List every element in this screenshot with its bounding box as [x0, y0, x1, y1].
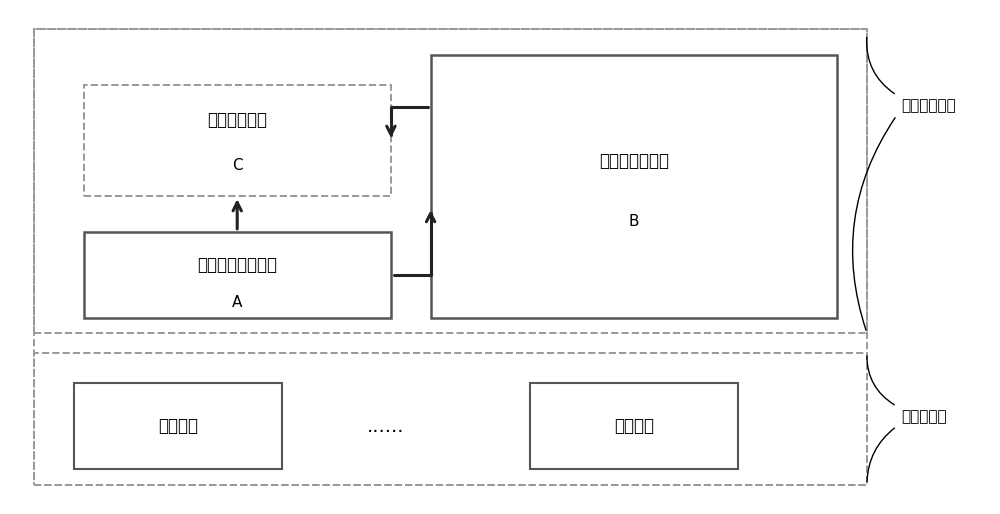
- Text: 诊断维护系统: 诊断维护系统: [902, 98, 956, 113]
- Text: ......: ......: [367, 417, 405, 436]
- Text: B: B: [629, 214, 639, 229]
- FancyBboxPatch shape: [84, 85, 391, 196]
- Text: 信号子系统: 信号子系统: [902, 409, 947, 424]
- FancyBboxPatch shape: [431, 54, 837, 318]
- Text: 码位映射模型定义: 码位映射模型定义: [197, 255, 277, 273]
- FancyBboxPatch shape: [74, 383, 282, 469]
- Text: 码位映射表配置: 码位映射表配置: [599, 152, 669, 170]
- FancyBboxPatch shape: [84, 232, 391, 318]
- FancyBboxPatch shape: [530, 383, 738, 469]
- Text: A: A: [232, 295, 242, 310]
- Text: 信号系统: 信号系统: [158, 417, 198, 435]
- Text: C: C: [232, 158, 243, 174]
- Text: 信号系统: 信号系统: [614, 417, 654, 435]
- Text: 码位解析显示: 码位解析显示: [207, 112, 267, 130]
